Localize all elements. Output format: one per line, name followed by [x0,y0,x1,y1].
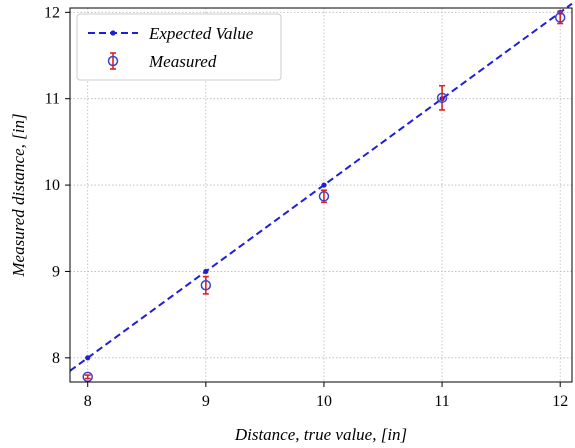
y-tick-label: 10 [44,177,60,194]
plot-frame [69,7,573,383]
x-tick-label: 12 [552,393,568,410]
measured-point [82,371,93,383]
legend-label-measured: Measured [148,52,217,71]
y-tick-label: 9 [52,263,60,280]
legend-line-dot [110,30,116,36]
x-tick-label: 9 [202,393,210,410]
expected-value-point [203,268,209,275]
expected-value-line [69,2,573,372]
y-tick-label: 12 [44,4,60,21]
expected-value-point [321,182,327,188]
x-tick-label: 8 [84,393,92,410]
y-axis-label: Measured distance, [in] [9,113,28,277]
axis-ticks: 8 9 10 11 12 8 9 10 11 12 [44,4,568,410]
x-tick-label: 11 [434,393,449,410]
legend-label-expected-value: Expected Value [148,24,254,43]
measured-series [82,10,566,383]
x-tick-label: 10 [316,393,332,410]
legend: Expected Value Measured [76,13,282,81]
legend-box [76,13,282,81]
x-axis-label: Distance, true value, [in] [234,425,407,444]
legend-key-expected-value [88,30,138,36]
legend-marker [107,55,119,67]
measured-point [200,280,212,291]
y-tick-label: 8 [52,350,60,367]
measured-point [436,92,448,104]
y-tick-label: 11 [45,91,60,108]
measured-point [554,12,566,23]
expected-value-point [85,355,91,361]
legend-key-measured [107,52,119,70]
measured-point [318,191,330,202]
